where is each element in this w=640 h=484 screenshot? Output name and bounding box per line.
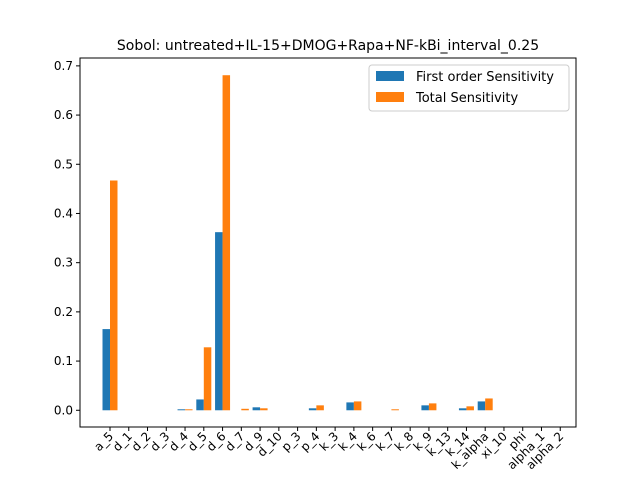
bar-first-order-d_6 — [215, 232, 223, 411]
bar-total-d_7 — [241, 408, 249, 411]
plot-bars — [102, 75, 493, 411]
y-tick-label: 0.7 — [54, 59, 73, 73]
bar-total-d_5 — [203, 347, 212, 411]
bar-first-order-k_14 — [458, 408, 467, 411]
legend-swatch — [376, 92, 404, 102]
y-tick-label: 0.4 — [54, 206, 73, 220]
bar-total-k_14 — [466, 406, 474, 411]
y-tick-label: 0.5 — [54, 157, 73, 171]
legend: First order Sensitivity Total Sensitivity — [368, 64, 570, 112]
bar-first-order-d_9 — [252, 407, 261, 411]
bar-total-k_9 — [428, 403, 437, 411]
bar-total-k_alpha — [485, 398, 493, 411]
bar-first-order-d_4 — [177, 409, 186, 411]
bar-total-k_4 — [353, 401, 362, 411]
legend-box — [368, 64, 570, 112]
legend-label: Total Sensitivity — [415, 91, 518, 106]
bar-first-order-k_4 — [346, 402, 354, 411]
bar-total-a_5 — [110, 180, 118, 411]
y-tick-label: 0.1 — [54, 354, 73, 368]
chart-title: Sobol: untreated+IL-15+DMOG+Rapa+NF-kBi_… — [117, 38, 539, 54]
bar-total-d_4 — [185, 409, 193, 411]
bar-first-order-k_9 — [421, 405, 429, 411]
bar-first-order-d_5 — [196, 399, 204, 411]
bar-total-d_9 — [260, 408, 268, 411]
y-tick-label: 0.3 — [54, 256, 73, 270]
y-tick-label: 0.0 — [54, 403, 73, 417]
plot-frame — [79, 57, 577, 428]
bar-first-order-a_5 — [102, 329, 110, 411]
y-tick-label: 0.6 — [54, 108, 73, 122]
bar-total-k_7 — [391, 409, 399, 411]
legend-swatch — [376, 71, 404, 81]
y-tick-label: 0.2 — [54, 305, 73, 319]
y-axis: 0.0 0.1 0.2 0.3 0.4 0.5 0.6 0.7 — [54, 59, 80, 417]
legend-label: First order Sensitivity — [416, 70, 554, 85]
bar-total-d_6 — [222, 75, 231, 411]
bar-total-p_4 — [316, 405, 324, 411]
bar-first-order-p_4 — [308, 408, 317, 411]
bar-first-order-k_alpha — [477, 401, 486, 411]
